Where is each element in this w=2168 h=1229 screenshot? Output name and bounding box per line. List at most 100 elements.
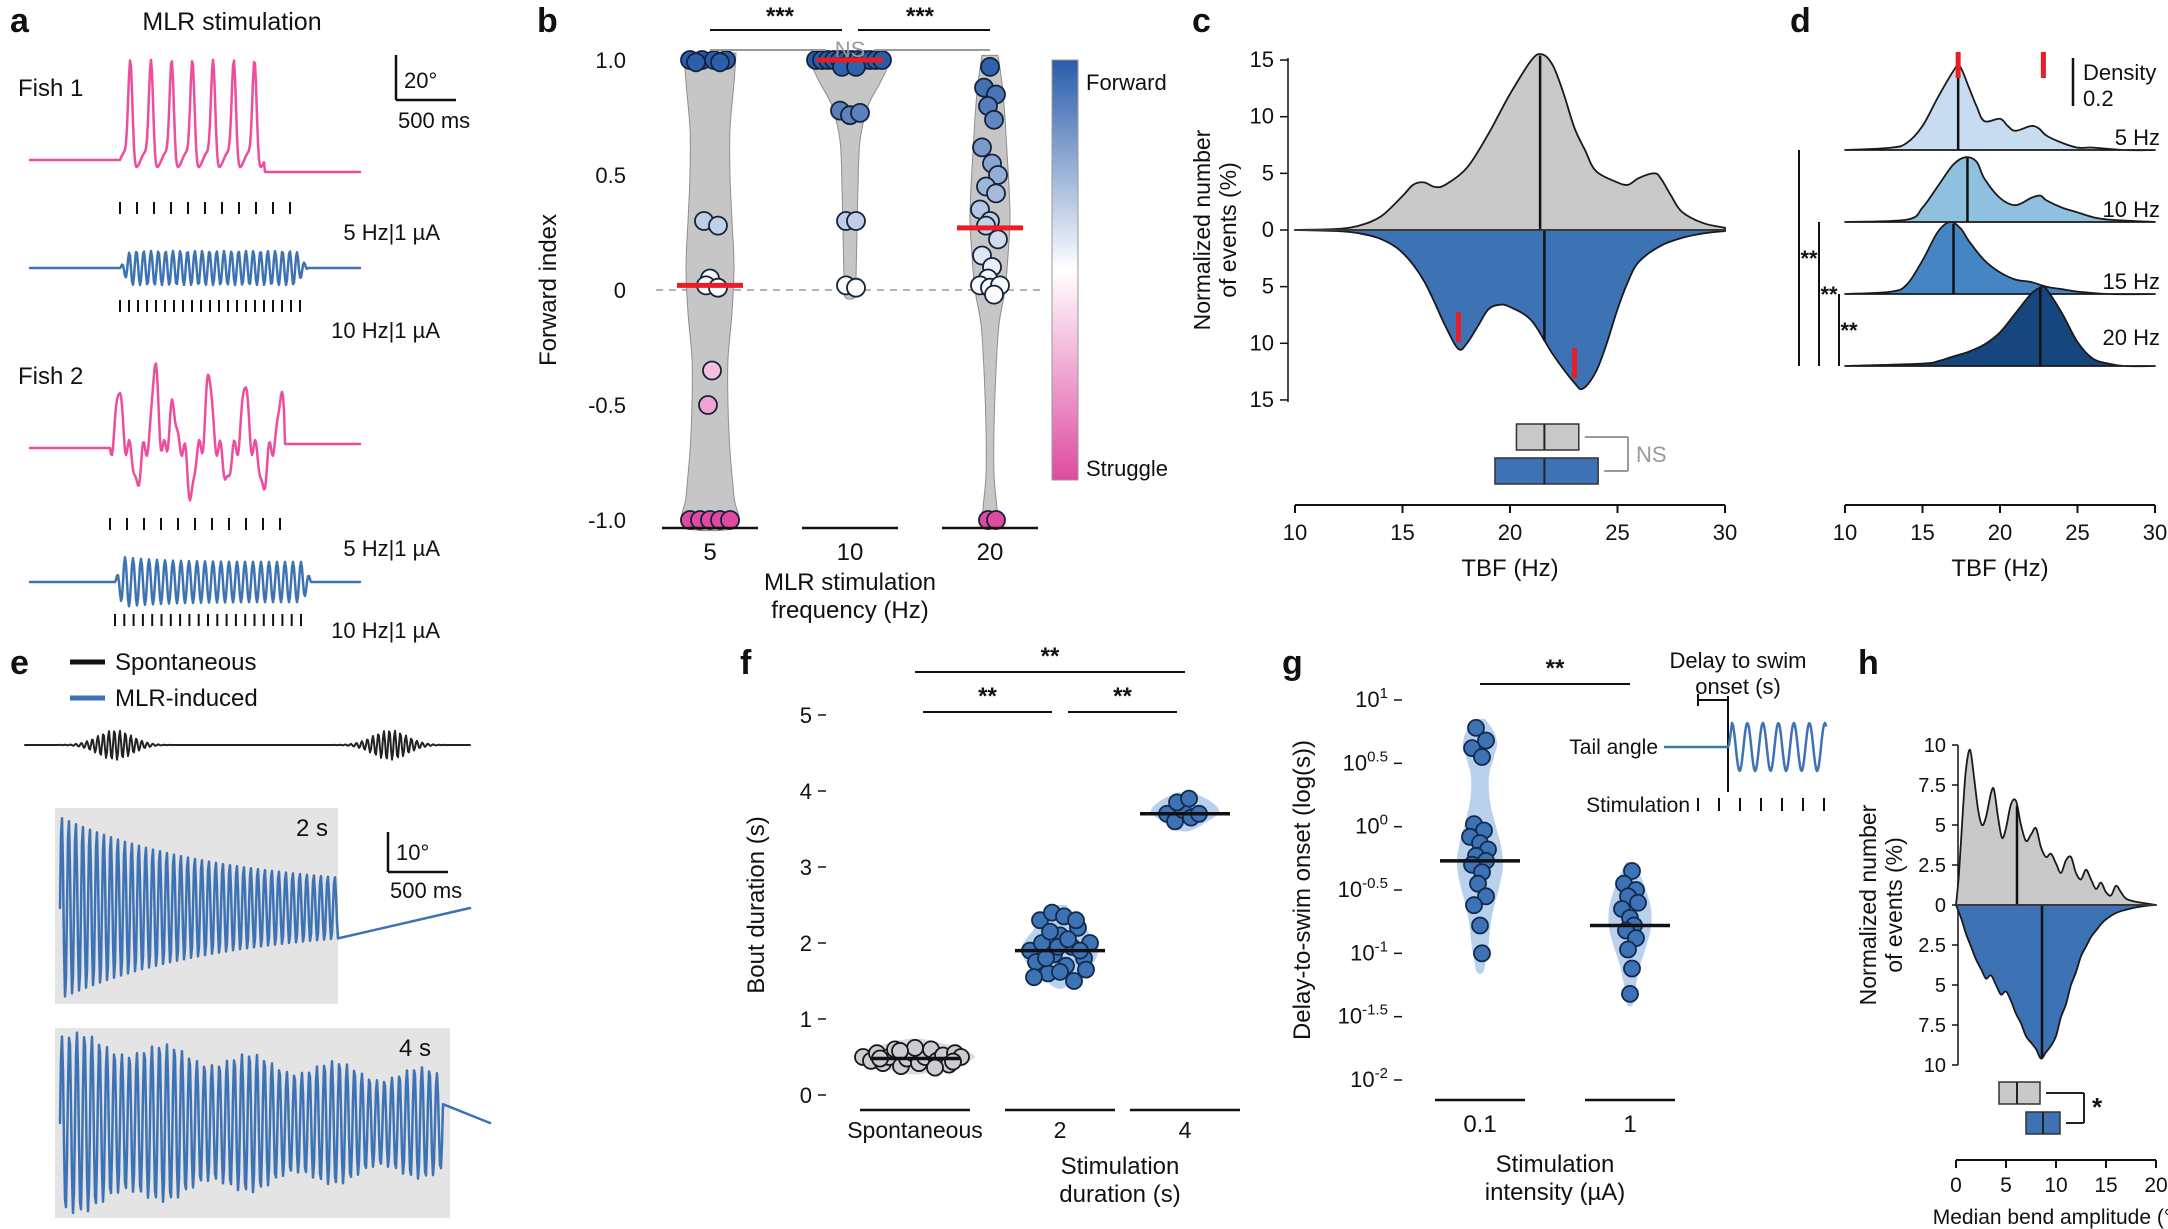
data-point — [850, 103, 870, 123]
y-tick-label: 0.5 — [595, 163, 626, 188]
colorbar-top-label: Forward — [1086, 70, 1167, 95]
scale-angle-label: 20° — [404, 68, 437, 93]
data-point — [846, 277, 866, 298]
sig-label: * — [2092, 1092, 2103, 1122]
y-tick-label: 10 — [1924, 1055, 1946, 1077]
sig-label: ** — [1800, 246, 1818, 271]
data-point — [906, 1038, 924, 1057]
y-tick-label: 100 — [1355, 812, 1388, 839]
data-point — [891, 1042, 909, 1060]
inset-tail-angle-label: Tail angle — [1569, 736, 1658, 759]
data-point — [1477, 731, 1495, 750]
ridge — [1844, 221, 2156, 296]
sig-label: ** — [978, 683, 997, 710]
panel-g-letter: g — [1282, 644, 1303, 682]
data-point — [972, 137, 992, 158]
scale-time-label: 500 ms — [398, 108, 470, 133]
x-tick-label: 2 — [1054, 1117, 1067, 1143]
data-point — [1477, 887, 1495, 906]
inset-title: onset (s) — [1695, 674, 1781, 699]
data-point — [1180, 789, 1198, 808]
data-point — [1467, 718, 1485, 737]
panel-e-letter: e — [10, 644, 29, 682]
sig-label: ** — [1041, 643, 1060, 670]
data-point — [698, 395, 718, 415]
y-tick-label: 10-1.5 — [1338, 1002, 1388, 1029]
y-tick-label: 10-1 — [1350, 938, 1388, 965]
y-axis-label: Bout duration (s) — [743, 816, 770, 993]
data-point — [720, 510, 740, 530]
y-tick-label: 10 — [1250, 330, 1274, 355]
density-down — [1955, 904, 2157, 1060]
y-tick-label: 7.5 — [1918, 1015, 1946, 1037]
inset-title: Delay to swim — [1670, 648, 1807, 673]
stim-tick-row — [119, 202, 291, 214]
trace-label: 10 Hz|1 µA — [331, 618, 440, 643]
x-axis-label: duration (s) — [1059, 1181, 1180, 1208]
x-axis-label: TBF (Hz) — [1951, 555, 2048, 582]
y-tick-label: 1 — [800, 1007, 812, 1032]
sig-label: ** — [1546, 655, 1565, 682]
data-point — [984, 109, 1004, 130]
trace — [58, 816, 472, 998]
bout-label-2s: 2 s — [296, 815, 328, 842]
y-axis-label: of events (%) — [1215, 162, 1241, 298]
trace — [24, 729, 471, 761]
panel-f-canvas: Bout duration (s) 0 1 2 3 4 5 Spontaneous 2 4 Stim… — [743, 643, 1240, 1208]
ridge — [1844, 285, 2156, 368]
data-point — [686, 52, 706, 73]
ridge-label: 20 Hz — [2103, 325, 2160, 350]
y-tick-label: 2 — [800, 931, 812, 956]
x-tick-label: 20 — [2144, 1174, 2167, 1197]
x-axis-label: MLR stimulation — [764, 569, 936, 596]
trace — [28, 362, 362, 502]
data-point — [1059, 930, 1077, 949]
trace — [1726, 721, 1828, 773]
y-tick-label: 10-0.5 — [1338, 875, 1388, 902]
x-axis-label: TBF (Hz) — [1461, 555, 1558, 582]
x-tick-label: 20 — [1498, 520, 1522, 545]
trace-label: 5 Hz|1 µA — [343, 220, 440, 245]
colorbar-bottom-label: Struggle — [1086, 456, 1168, 481]
y-tick-label: 3 — [800, 855, 812, 880]
density-scale-value: 0.2 — [2083, 86, 2114, 111]
x-tick-label: 0 — [1950, 1174, 1962, 1197]
y-tick-label: 101 — [1355, 685, 1388, 712]
data-point — [1025, 968, 1043, 987]
data-point — [1065, 972, 1083, 990]
data-point — [1077, 960, 1095, 979]
y-tick-label: 5 — [1935, 815, 1946, 837]
y-tick-label: 5 — [1935, 975, 1946, 997]
boxplot — [1515, 423, 1580, 451]
x-tick-label: 15 — [1390, 520, 1414, 545]
panel-f-letter: f — [740, 644, 752, 682]
panel-e-canvas: Spontaneous MLR-induced 2 s 10° 500 ms 4 s — [24, 649, 492, 1218]
y-tick-label: 0 — [614, 278, 626, 303]
data-point — [1629, 893, 1647, 912]
scale-time-label: 500 ms — [390, 878, 462, 903]
data-point — [1471, 916, 1489, 935]
ridge — [1844, 156, 2156, 223]
inset-stimulation-label: Stimulation — [1586, 794, 1690, 817]
y-tick-label: 2.5 — [1918, 935, 1946, 957]
data-point — [1465, 896, 1483, 915]
y-tick-label: 10-2 — [1350, 1065, 1388, 1092]
panel-a-canvas: MLR stimulation Fish 1 20° 500 ms 5 Hz|1 µA 1… — [18, 8, 470, 643]
x-tick-label: 5 — [2000, 1174, 2012, 1197]
y-tick-label: 5 — [1262, 274, 1274, 299]
ridge — [1844, 63, 2156, 152]
density-down — [1294, 229, 1726, 391]
y-tick-label: 15 — [1250, 47, 1274, 72]
trace — [28, 556, 362, 608]
panel-g-canvas: Delay-to-swim onset (log(s)) 101 100.5 100 1… — [1289, 648, 1828, 1206]
x-tick-label: 10 — [1833, 520, 1857, 545]
legend-label: MLR-induced — [115, 685, 258, 712]
data-point — [1067, 911, 1085, 930]
x-tick-label: 5 — [703, 539, 716, 566]
y-tick-label: 2.5 — [1918, 855, 1946, 877]
data-point — [926, 1058, 944, 1077]
x-tick-label: 4 — [1179, 1117, 1192, 1143]
trace — [28, 58, 362, 174]
colorbar — [1051, 59, 1079, 481]
